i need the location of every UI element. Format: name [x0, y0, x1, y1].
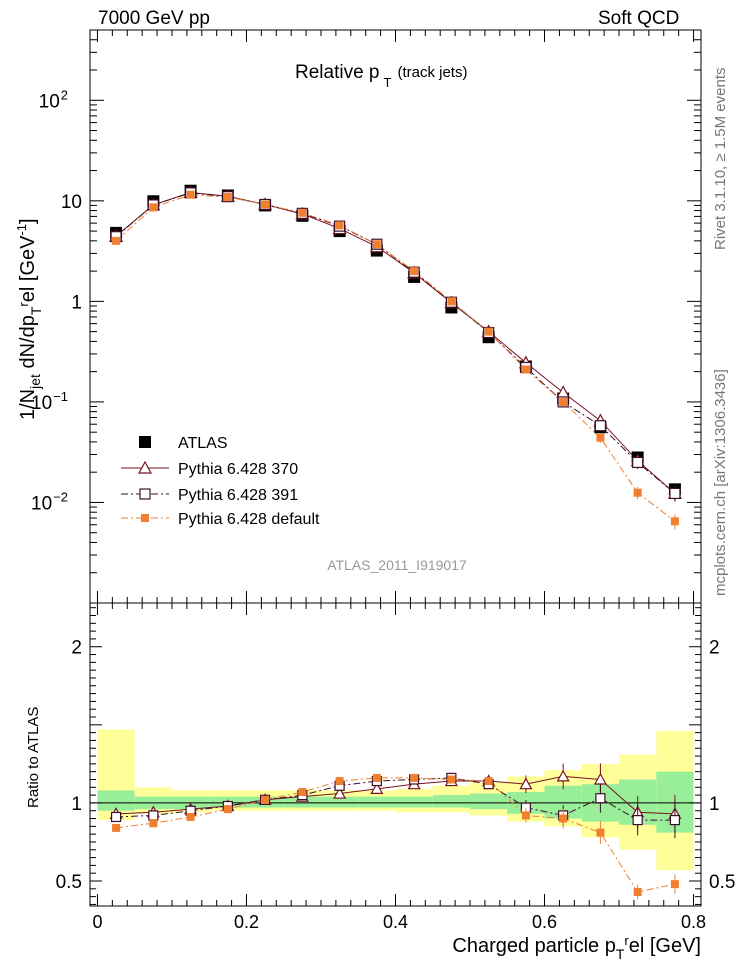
- ratio-point: [333, 786, 347, 799]
- ratio-point: [595, 793, 606, 804]
- ratio-point: [149, 819, 158, 828]
- ratio-point: [148, 810, 159, 821]
- ratio-point: [447, 775, 456, 784]
- x-tick-label: 0: [92, 912, 102, 932]
- main-point: [298, 208, 307, 217]
- x-axis-label: Charged particle pTrel [GeV]: [452, 933, 701, 962]
- process-label: Soft QCD: [598, 8, 680, 29]
- legend-marker-atlas: [139, 436, 151, 448]
- x-tick-label: 0.2: [234, 912, 259, 932]
- main-point: [521, 365, 530, 374]
- ratio-point: [556, 769, 570, 782]
- main-point: [149, 203, 158, 212]
- y-tick-label: 10: [61, 192, 82, 213]
- main-point: [596, 433, 605, 442]
- main-point: [112, 236, 121, 245]
- main-point: [335, 221, 344, 230]
- main-point: [484, 327, 493, 336]
- legend-label-3: Pythia 6.428 default: [178, 511, 320, 528]
- ratio-y-axis-label: Ratio to ATLAS: [25, 707, 42, 808]
- main-point: [447, 297, 456, 306]
- main-point: [372, 240, 381, 249]
- ratio-line-1: [116, 777, 675, 821]
- legend-label-1: Pythia 6.428 370: [178, 461, 298, 478]
- y-tick-label: 1: [71, 292, 82, 313]
- ratio-line-2: [116, 777, 676, 893]
- main-point: [669, 487, 681, 500]
- ratio-point: [521, 811, 530, 820]
- ratio-green-band: [358, 796, 396, 808]
- y-tick-label: 102: [39, 87, 68, 112]
- ratio-point: [484, 777, 493, 786]
- ratio-point: [335, 777, 344, 786]
- ratio-plot-frame: [89, 602, 702, 907]
- ratio-green-band: [395, 796, 433, 808]
- x-tick-label: 0.6: [532, 912, 557, 932]
- main-point: [556, 385, 571, 399]
- ratio-y-tick-label: 2: [71, 638, 82, 659]
- main-point: [223, 193, 232, 202]
- ratio-y-tick-label-right: 1: [709, 794, 720, 815]
- ratio-green-band: [283, 796, 321, 808]
- ratio-point: [298, 787, 307, 796]
- analysis-label: ATLAS_2011_I919017: [327, 557, 467, 573]
- main-point: [410, 267, 419, 276]
- legend-label-0: ATLAS: [178, 435, 228, 452]
- legend-marker: [137, 460, 153, 474]
- energy-label: 7000 GeV pp: [98, 8, 210, 29]
- main-point: [670, 517, 679, 526]
- legend-label-2: Pythia 6.428 391: [178, 487, 298, 504]
- ratio-point: [519, 777, 533, 790]
- main-y-axis-label: 1/Njet dN/dpTrel [GeV-1]: [14, 218, 44, 420]
- ratio-y-tick-label: 0.5: [56, 872, 82, 893]
- main-line-2: [115, 192, 676, 494]
- ratio-y-tick-label-right: 0.5: [709, 872, 735, 893]
- ratio-y-tick-label-right: 2: [709, 638, 720, 659]
- main-point: [633, 488, 642, 497]
- ratio-line-0: [116, 775, 675, 815]
- y-tick-label: 10−2: [31, 489, 68, 514]
- ratio-point: [372, 773, 381, 782]
- ratio-point: [223, 805, 232, 814]
- x-tick-label: 0.4: [383, 912, 408, 932]
- ratio-point: [370, 782, 384, 794]
- main-point: [632, 456, 644, 469]
- ratio-y-tick-label: 1: [71, 794, 82, 815]
- ratio-point: [410, 773, 419, 782]
- ratio-point: [633, 887, 642, 896]
- ratio-point: [261, 795, 270, 804]
- main-point: [261, 200, 270, 209]
- x-tick-label: 0.8: [681, 912, 706, 932]
- legend-marker: [139, 488, 151, 500]
- ratio-point: [669, 814, 681, 826]
- ratio-point: [559, 814, 568, 823]
- ratio-point: [670, 880, 679, 889]
- ratio-point: [632, 814, 643, 826]
- ratio-point: [186, 812, 195, 821]
- ratio-green-band: [320, 796, 359, 808]
- main-point: [186, 190, 195, 199]
- legend-marker: [141, 514, 149, 522]
- ratio-point: [112, 823, 121, 832]
- ratio-green-band: [97, 790, 135, 811]
- ratio-green-band: [432, 795, 471, 808]
- plot-title: Relative p T(track jets): [295, 62, 467, 90]
- main-line-3: [115, 194, 676, 522]
- ratio-green-band: [470, 793, 508, 810]
- ratio-point: [596, 828, 605, 837]
- ratio-point: [110, 811, 122, 823]
- main-point: [559, 397, 568, 406]
- main-point: [594, 420, 607, 432]
